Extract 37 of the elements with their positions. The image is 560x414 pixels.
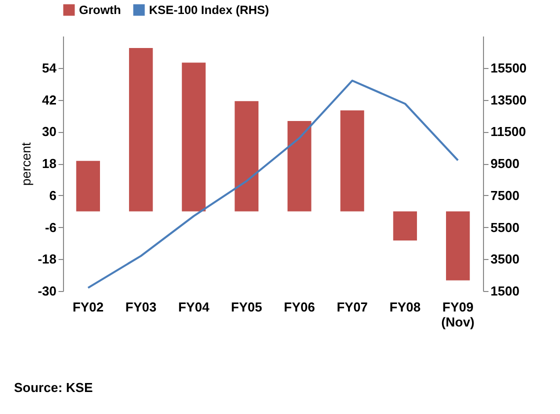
source-note: Source: KSE: [14, 380, 93, 395]
bar: [446, 211, 470, 280]
bar: [234, 101, 258, 212]
y2-tick-label: 11500: [490, 124, 526, 140]
y2-tick-label: 9500: [490, 156, 520, 171]
legend-label: KSE-100 Index (RHS): [149, 3, 270, 17]
legend-label: Growth: [79, 3, 121, 17]
x-tick-label: FY06: [284, 300, 315, 314]
y2-tick-label: 3500: [490, 252, 520, 267]
y2-tick-label: 1500: [490, 284, 520, 298]
bar: [393, 211, 417, 241]
x-tick-label: FY02: [72, 300, 104, 314]
x-tick-label: FY07: [336, 300, 368, 314]
y2-tick-label: 15500: [490, 60, 527, 76]
x-tick-label: FY09 (Nov): [441, 300, 475, 330]
y-tick-label: 18: [42, 156, 56, 171]
x-tick-label: FY05: [231, 300, 262, 314]
y-tick-label: -18: [38, 252, 56, 267]
y-tick-label: 42: [42, 92, 56, 108]
y2-tick-label: 13500: [490, 92, 527, 108]
bar: [182, 62, 206, 212]
bar: [129, 48, 153, 212]
y-tick-label: 30: [42, 124, 56, 140]
y-tick-label: -6: [44, 220, 56, 235]
x-tick-label: FY03: [125, 300, 156, 314]
x-tick-label: FY04: [178, 300, 210, 314]
y-tick-label: 6: [49, 188, 56, 203]
bar: [76, 160, 100, 212]
bar: [288, 121, 312, 212]
y-tick-label: 54: [42, 60, 58, 76]
x-tick-label: FY08: [390, 300, 421, 314]
y-axis-title: percent: [18, 142, 34, 186]
y2-tick-label: 7500: [490, 188, 520, 203]
y-tick-label: -30: [38, 284, 56, 298]
y2-tick-label: 5500: [490, 220, 520, 235]
line-series: [87, 80, 459, 289]
bar: [340, 110, 364, 212]
